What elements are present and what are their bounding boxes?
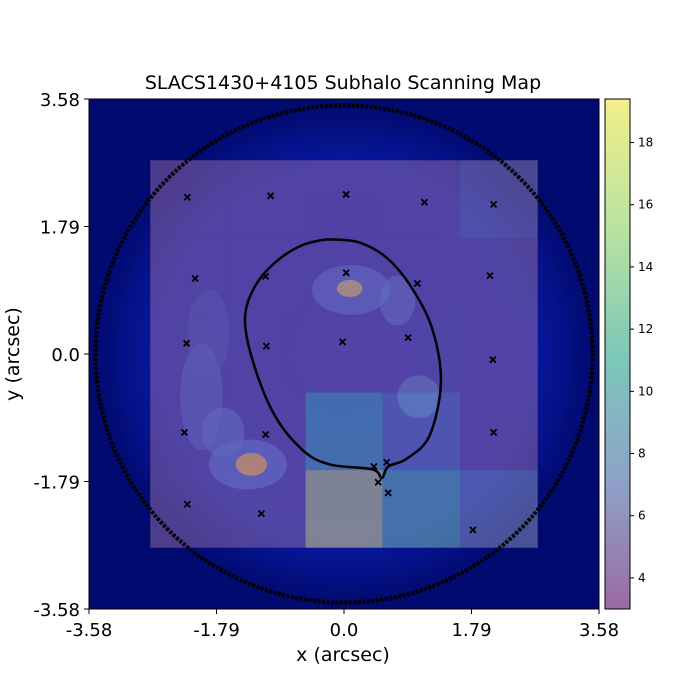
subhalo-marker [180,428,189,436]
subhalo-marker [374,478,382,486]
subhalo-marker [191,274,199,283]
subhalo-marker [469,526,477,534]
colorbar-tick-label: 18 [638,136,653,150]
scan-cell [305,470,383,548]
subhalo-marker [489,428,498,436]
chart-title: SLACS1430+4105 Subhalo Scanning Map [145,72,541,94]
subhalo-marker [262,342,270,350]
subhalo-marker [257,509,266,518]
colorbar-tick-label: 8 [638,447,646,461]
scan-cell [460,315,538,393]
y-axis-label: y (arcsec) [2,307,24,401]
subhalo-marker [266,192,275,200]
x-tick-label: -3.58 [66,620,113,641]
subhalo-marker [489,356,497,364]
x-axis-label: x (arcsec) [296,644,390,666]
subhalo-marker [183,500,191,508]
y-tick-label: -3.58 [33,600,80,621]
subhalo-marker [342,190,350,199]
scan-cell [150,315,228,393]
x-tick-label: 3.58 [579,620,619,641]
colorbar-tick-label: 14 [638,260,653,274]
plot-area [89,99,599,609]
scan-cell [150,392,228,471]
scan-cell [305,392,383,471]
subhalo-marker [183,193,191,201]
y-tick-label: 1.79 [40,218,80,239]
colorbar-tick-label: 6 [638,509,646,523]
scan-cell [227,392,306,471]
scan-cell [305,160,383,238]
y-tick-label: 3.58 [40,90,80,111]
x-axis: -3.58 -1.79 0.0 1.79 3.58 [66,609,619,641]
colorbar-gradient [604,98,631,610]
scan-cell [227,160,306,238]
y-tick-label: 0.0 [51,345,80,366]
colorbar-tick-label: 10 [638,384,653,398]
inner-critical-curve [243,238,443,480]
scan-cell [460,237,538,316]
scan-cell [150,470,228,548]
subhalo-marker [413,279,422,288]
subhalo-marker [338,338,347,346]
subhalo-marker [489,200,498,209]
y-tick-label: -1.79 [33,473,80,494]
subhalo-marker [420,198,429,206]
outer-critical-curve [93,103,595,605]
subhalo-marker [370,462,378,471]
scan-cell [227,315,306,393]
scan-cell [460,392,538,471]
subhalo-marker [182,339,191,347]
scan-cell [150,237,228,316]
subhalo-marker [383,458,391,466]
x-tick-label: 1.79 [451,620,491,641]
scan-cell [382,160,461,238]
scan-cell [382,392,461,471]
subhalo-marker [486,272,494,280]
y-axis: -3.58 -1.79 0.0 1.79 3.58 [33,90,89,621]
colorbar-tick-label: 16 [638,198,653,212]
scan-cell [227,470,306,548]
scan-cell [382,470,461,548]
colorbar: 4 6 8 10 12 14 16 18 [604,98,653,610]
x-tick-label: -1.79 [193,620,240,641]
scan-cell [460,470,538,548]
scan-cell [460,160,538,238]
subhalo-marker [342,269,350,277]
subhalo-markers [180,190,498,534]
subhalo-marker [262,272,270,280]
colorbar-ticks: 4 6 8 10 12 14 16 18 [630,136,653,585]
colorbar-tick-label: 12 [638,322,653,336]
critical-curves [93,103,595,605]
colorbar-tick-label: 4 [638,571,646,585]
subhalo-marker [262,430,270,439]
scan-cell [382,315,461,393]
x-tick-label: 0.0 [330,620,359,641]
subhalo-marker [384,489,392,497]
scan-cell [305,237,383,316]
scan-grid-cells [150,160,538,548]
scan-cell [305,315,383,393]
subhalo-marker [404,333,412,342]
